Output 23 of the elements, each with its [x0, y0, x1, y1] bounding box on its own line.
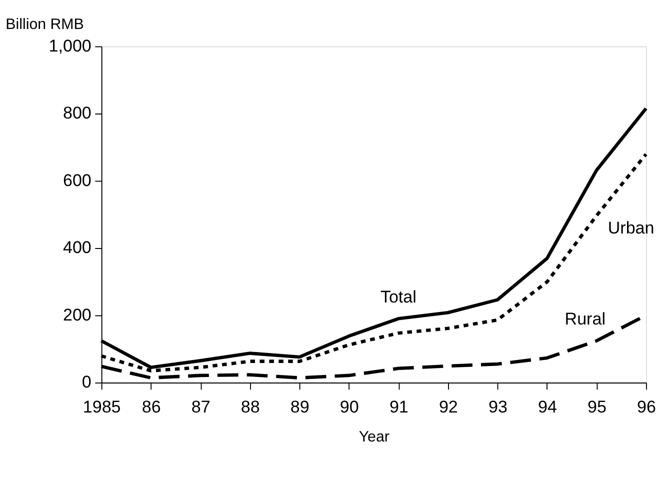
series-label: Total: [380, 288, 416, 307]
x-tick-label: 87: [191, 397, 210, 416]
x-tick-label: 86: [142, 397, 161, 416]
y-tick-label: 0: [82, 372, 92, 392]
series-label: Rural: [564, 310, 606, 329]
y-tick-label: 1,000: [48, 36, 92, 56]
x-tick-label: 91: [389, 397, 408, 416]
x-axis-title: Year: [358, 428, 390, 446]
x-tick-label: 1985: [82, 397, 121, 416]
y-tick-label: 400: [62, 238, 92, 258]
x-tick-label: 95: [587, 397, 606, 416]
y-tick-label: 600: [62, 170, 92, 190]
x-tick-label: 89: [290, 397, 310, 416]
x-tick-label: 93: [488, 397, 508, 416]
y-tick-label: 800: [62, 104, 92, 123]
x-tick-label: 88: [240, 397, 260, 416]
x-tick-label: 96: [637, 397, 656, 416]
y-axis-title: Billion RMB: [6, 16, 84, 34]
x-tick-label: 94: [538, 397, 557, 416]
x-tick-label: 92: [438, 397, 458, 416]
y-tick-label: 200: [62, 305, 92, 324]
x-tick-label: 90: [340, 397, 359, 416]
series-label: Urban: [608, 218, 654, 238]
